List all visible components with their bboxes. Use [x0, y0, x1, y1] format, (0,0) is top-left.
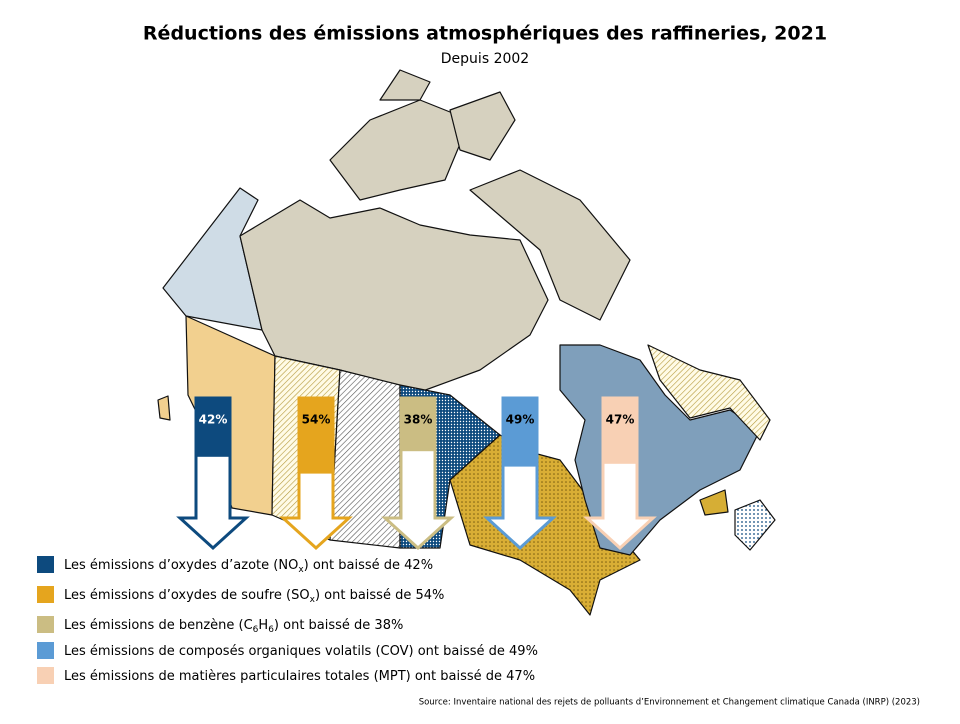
arrow-fill: [196, 398, 230, 457]
arrow-fill: [299, 398, 333, 474]
legend-text: Les émissions d’oxydes de soufre (SO: [64, 588, 310, 603]
legend-text: Les émissions de matières particulaires …: [64, 669, 535, 684]
value-label: 47%: [606, 413, 635, 427]
arrow-fill: [603, 398, 637, 464]
chart-title: Réductions des émissions atmosphériques …: [143, 23, 827, 45]
arrows: 42% 54% 38% 49% 47%: [176, 396, 657, 551]
arrow-fill: [401, 398, 435, 452]
legend-label: Les émissions d’oxydes de soufre (SOx) o…: [64, 588, 444, 605]
legend-subscript: 6: [253, 625, 259, 635]
legend-text: ) ont baissé de 42%: [304, 558, 433, 573]
legend-label: Les émissions de composés organiques vol…: [64, 644, 538, 659]
legend-label: Les émissions de benzène (C6H6) ont bais…: [64, 618, 403, 635]
map: [157, 69, 776, 616]
legend: Les émissions d’oxydes d’azote (NOx) ont…: [37, 556, 538, 684]
legend-swatch: [37, 667, 54, 684]
legend-swatch: [37, 616, 54, 633]
legend-text: Les émissions d’oxydes d’azote (NO: [64, 558, 298, 573]
legend-text: ) ont baissé de 38%: [274, 618, 403, 633]
value-label: 42%: [199, 413, 228, 427]
arrow-fill: [503, 398, 537, 467]
source: Source: Inventaire national des rejets d…: [419, 698, 920, 708]
legend-swatch: [37, 586, 54, 603]
chart-subtitle: Depuis 2002: [441, 51, 529, 67]
legend-subscript: x: [310, 595, 316, 605]
legend-text: Les émissions de benzène (C: [64, 618, 253, 633]
legend-text: H: [258, 618, 268, 633]
value-label: 54%: [302, 413, 331, 427]
value-label: 49%: [506, 413, 535, 427]
legend-text: ) ont baissé de 54%: [315, 588, 444, 603]
legend-text: Les émissions de composés organiques vol…: [64, 644, 538, 659]
legend-subscript: x: [298, 565, 304, 575]
legend-label: Les émissions d’oxydes d’azote (NOx) ont…: [64, 558, 433, 575]
value-label: 38%: [404, 413, 433, 427]
legend-label: Les émissions de matières particulaires …: [64, 669, 535, 684]
legend-subscript: 6: [268, 625, 274, 635]
legend-swatch: [37, 642, 54, 659]
legend-swatch: [37, 556, 54, 573]
